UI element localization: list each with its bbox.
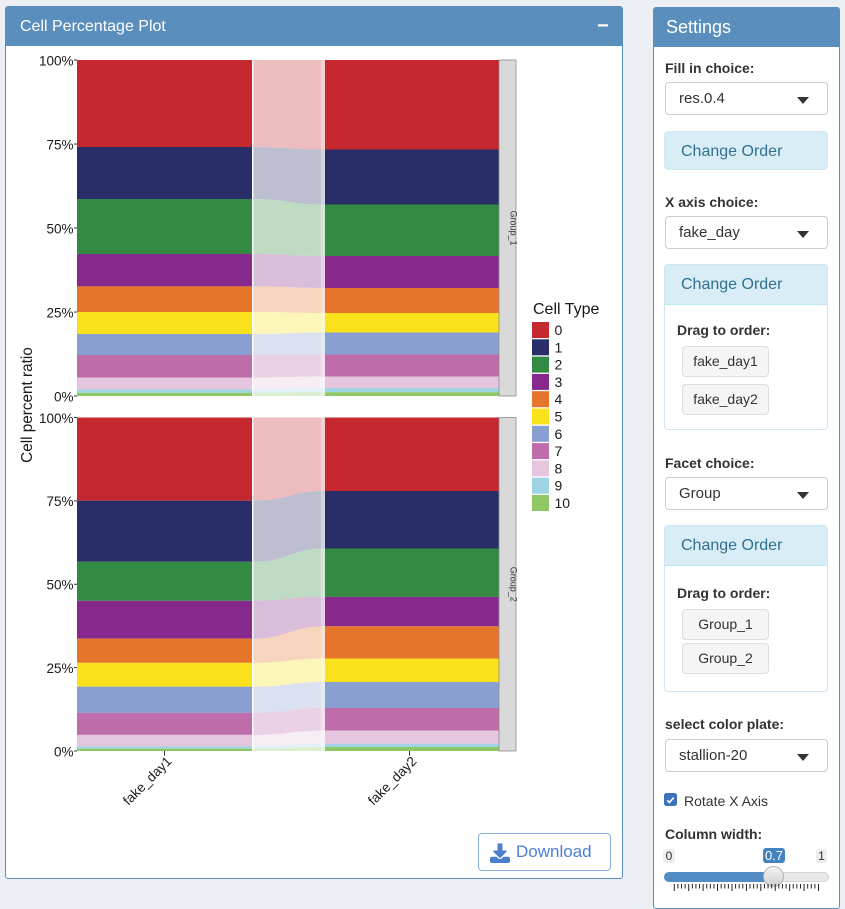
svg-text:9: 9 xyxy=(555,478,563,494)
svg-text:3: 3 xyxy=(555,374,563,390)
svg-text:50%: 50% xyxy=(46,578,73,593)
svg-text:50%: 50% xyxy=(46,221,73,236)
svg-text:Cell Type: Cell Type xyxy=(533,301,600,318)
svg-text:7: 7 xyxy=(555,443,563,459)
svg-text:25%: 25% xyxy=(46,661,73,676)
svg-text:0%: 0% xyxy=(54,389,74,404)
svg-text:5: 5 xyxy=(555,409,563,425)
svg-text:25%: 25% xyxy=(46,305,73,320)
svg-text:75%: 75% xyxy=(46,494,73,509)
svg-text:1: 1 xyxy=(555,339,563,355)
svg-text:6: 6 xyxy=(555,426,563,442)
svg-text:4: 4 xyxy=(555,391,563,407)
svg-text:8: 8 xyxy=(555,460,563,476)
svg-text:2: 2 xyxy=(555,357,563,373)
svg-text:75%: 75% xyxy=(46,137,73,152)
svg-text:0: 0 xyxy=(555,322,563,338)
svg-text:10: 10 xyxy=(555,495,571,511)
svg-text:Cell percent ratio: Cell percent ratio xyxy=(19,347,36,463)
svg-text:Group_1: Group_1 xyxy=(509,210,519,245)
svg-text:fake_day2: fake_day2 xyxy=(365,754,420,809)
svg-text:fake_day1: fake_day1 xyxy=(120,754,175,809)
svg-text:Group_2: Group_2 xyxy=(509,567,519,602)
svg-text:100%: 100% xyxy=(39,53,74,68)
svg-text:100%: 100% xyxy=(39,411,74,426)
svg-text:0%: 0% xyxy=(54,744,74,759)
